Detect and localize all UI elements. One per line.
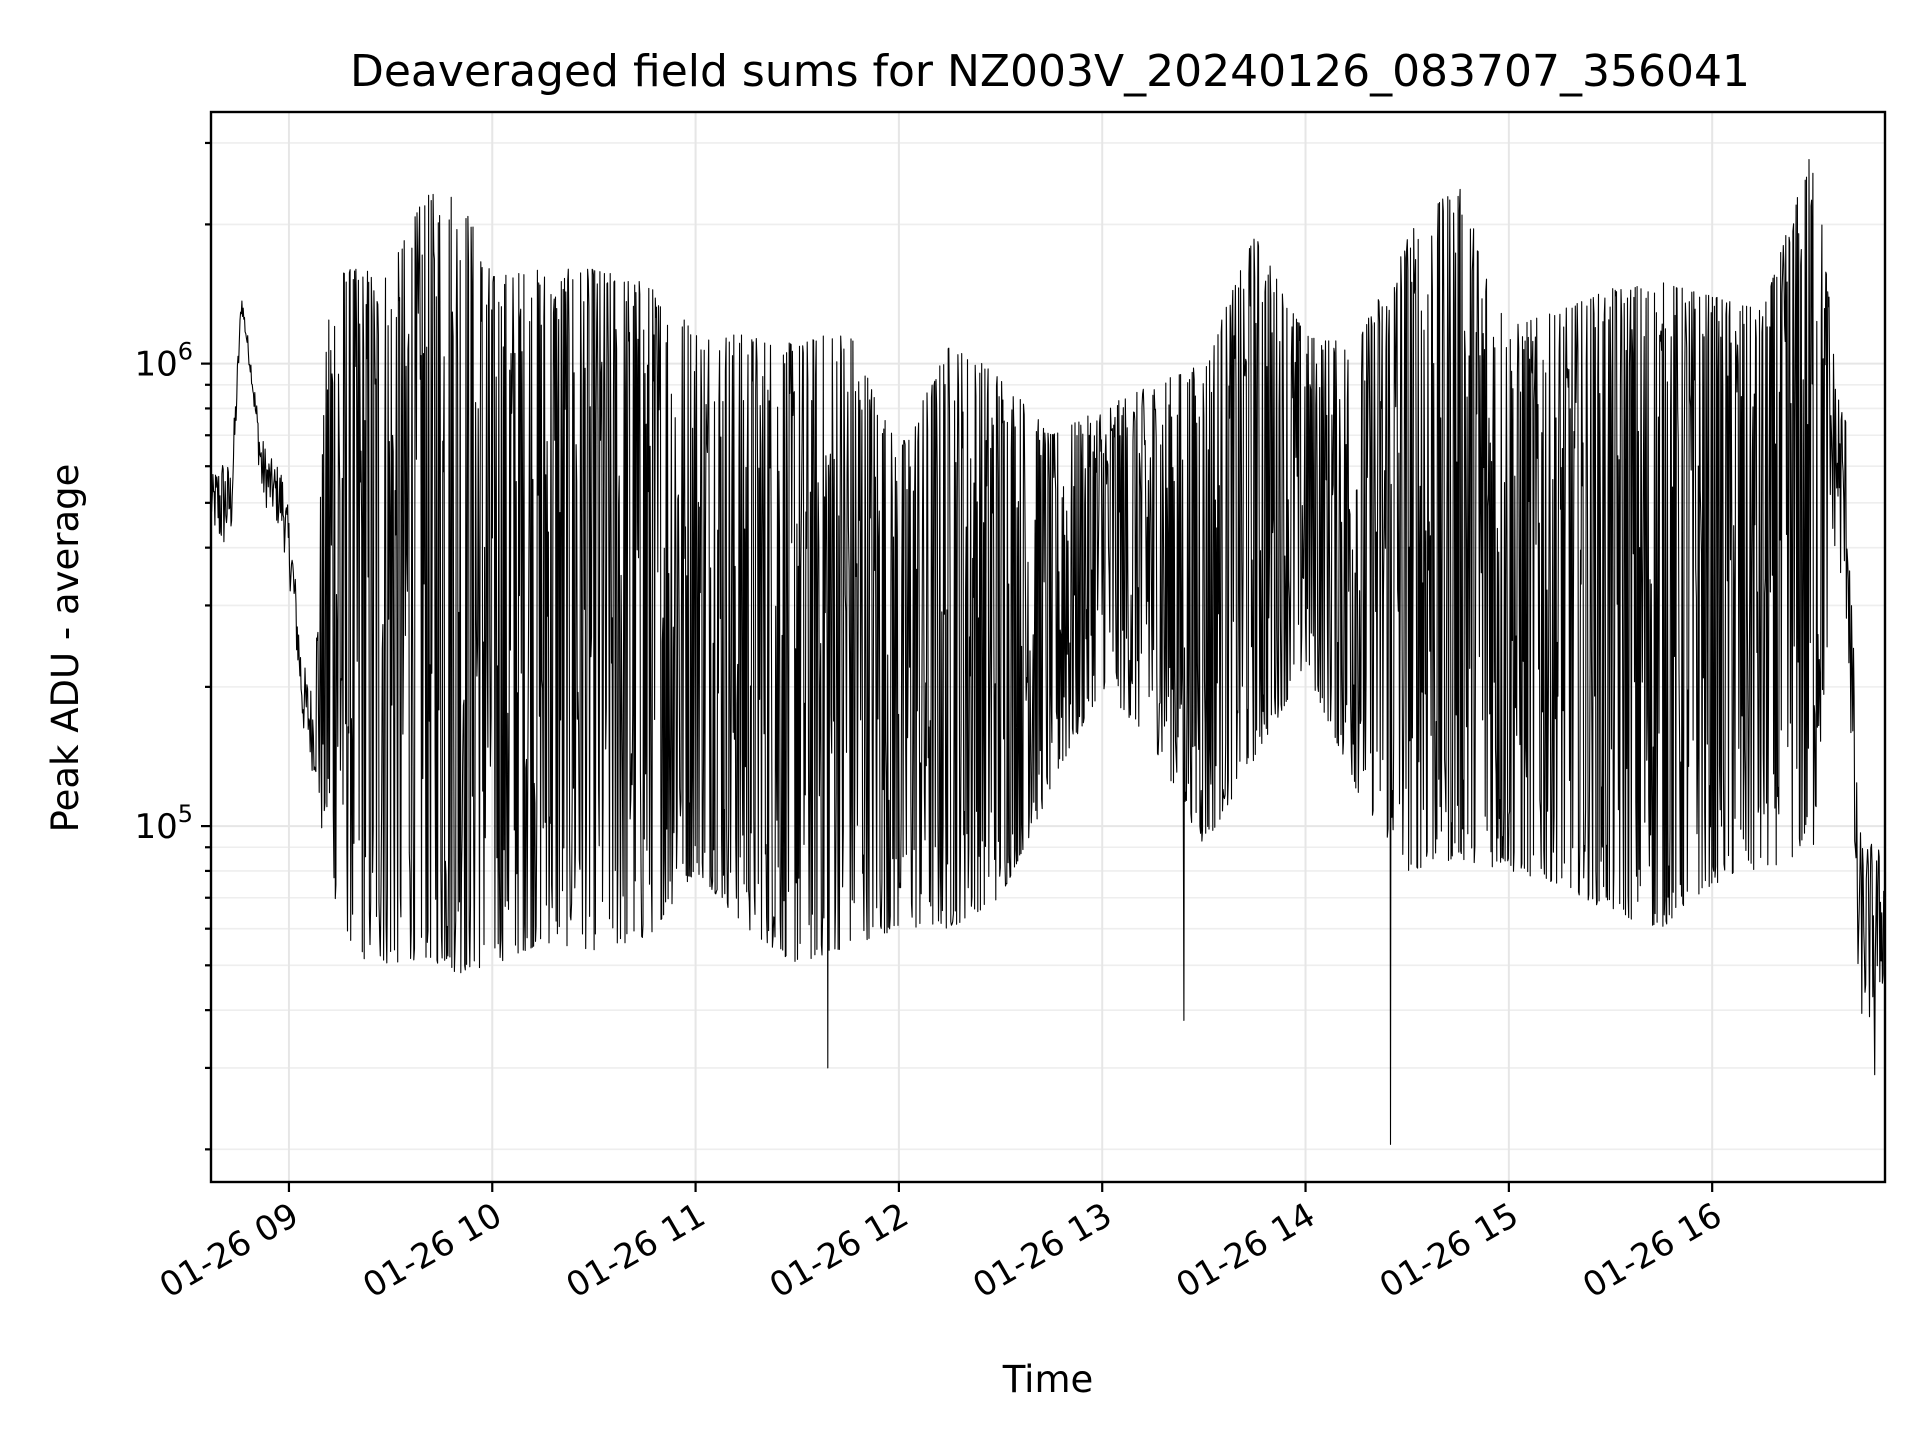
x-tick-label: 01-26 09: [153, 1195, 305, 1306]
x-axis-label: Time: [1002, 1358, 1094, 1401]
x-tick-label: 01-26 11: [560, 1195, 712, 1306]
x-tick-label: 01-26 16: [1576, 1195, 1728, 1306]
series-layer: [210, 158, 1886, 1145]
x-tick-label: 01-26 15: [1373, 1195, 1525, 1306]
x-tick-label: 01-26 13: [966, 1195, 1118, 1306]
y-tick-exponent: 5: [178, 800, 193, 828]
y-tick-base: 10: [134, 345, 177, 385]
y-axis-label: Peak ADU - average: [44, 464, 87, 833]
chart-title: Deaveraged field sums for NZ003V_2024012…: [350, 46, 1750, 97]
x-tick-label: 01-26 10: [356, 1195, 508, 1306]
plot-frame: [209, 110, 1887, 1184]
y-tick-exponent: 6: [178, 338, 193, 366]
x-tick-label: 01-26 14: [1170, 1195, 1322, 1306]
y-tick-label: 105: [134, 800, 193, 847]
y-tick-label: 106: [134, 338, 193, 385]
x-tick-label: 01-26 12: [763, 1195, 915, 1306]
series-line: [210, 158, 1886, 1145]
y-tick-base: 10: [134, 807, 177, 847]
x-axis: 01-26 09 01-26 10 01-26 11 01-26 12 01-26 13…: [153, 1182, 1729, 1306]
